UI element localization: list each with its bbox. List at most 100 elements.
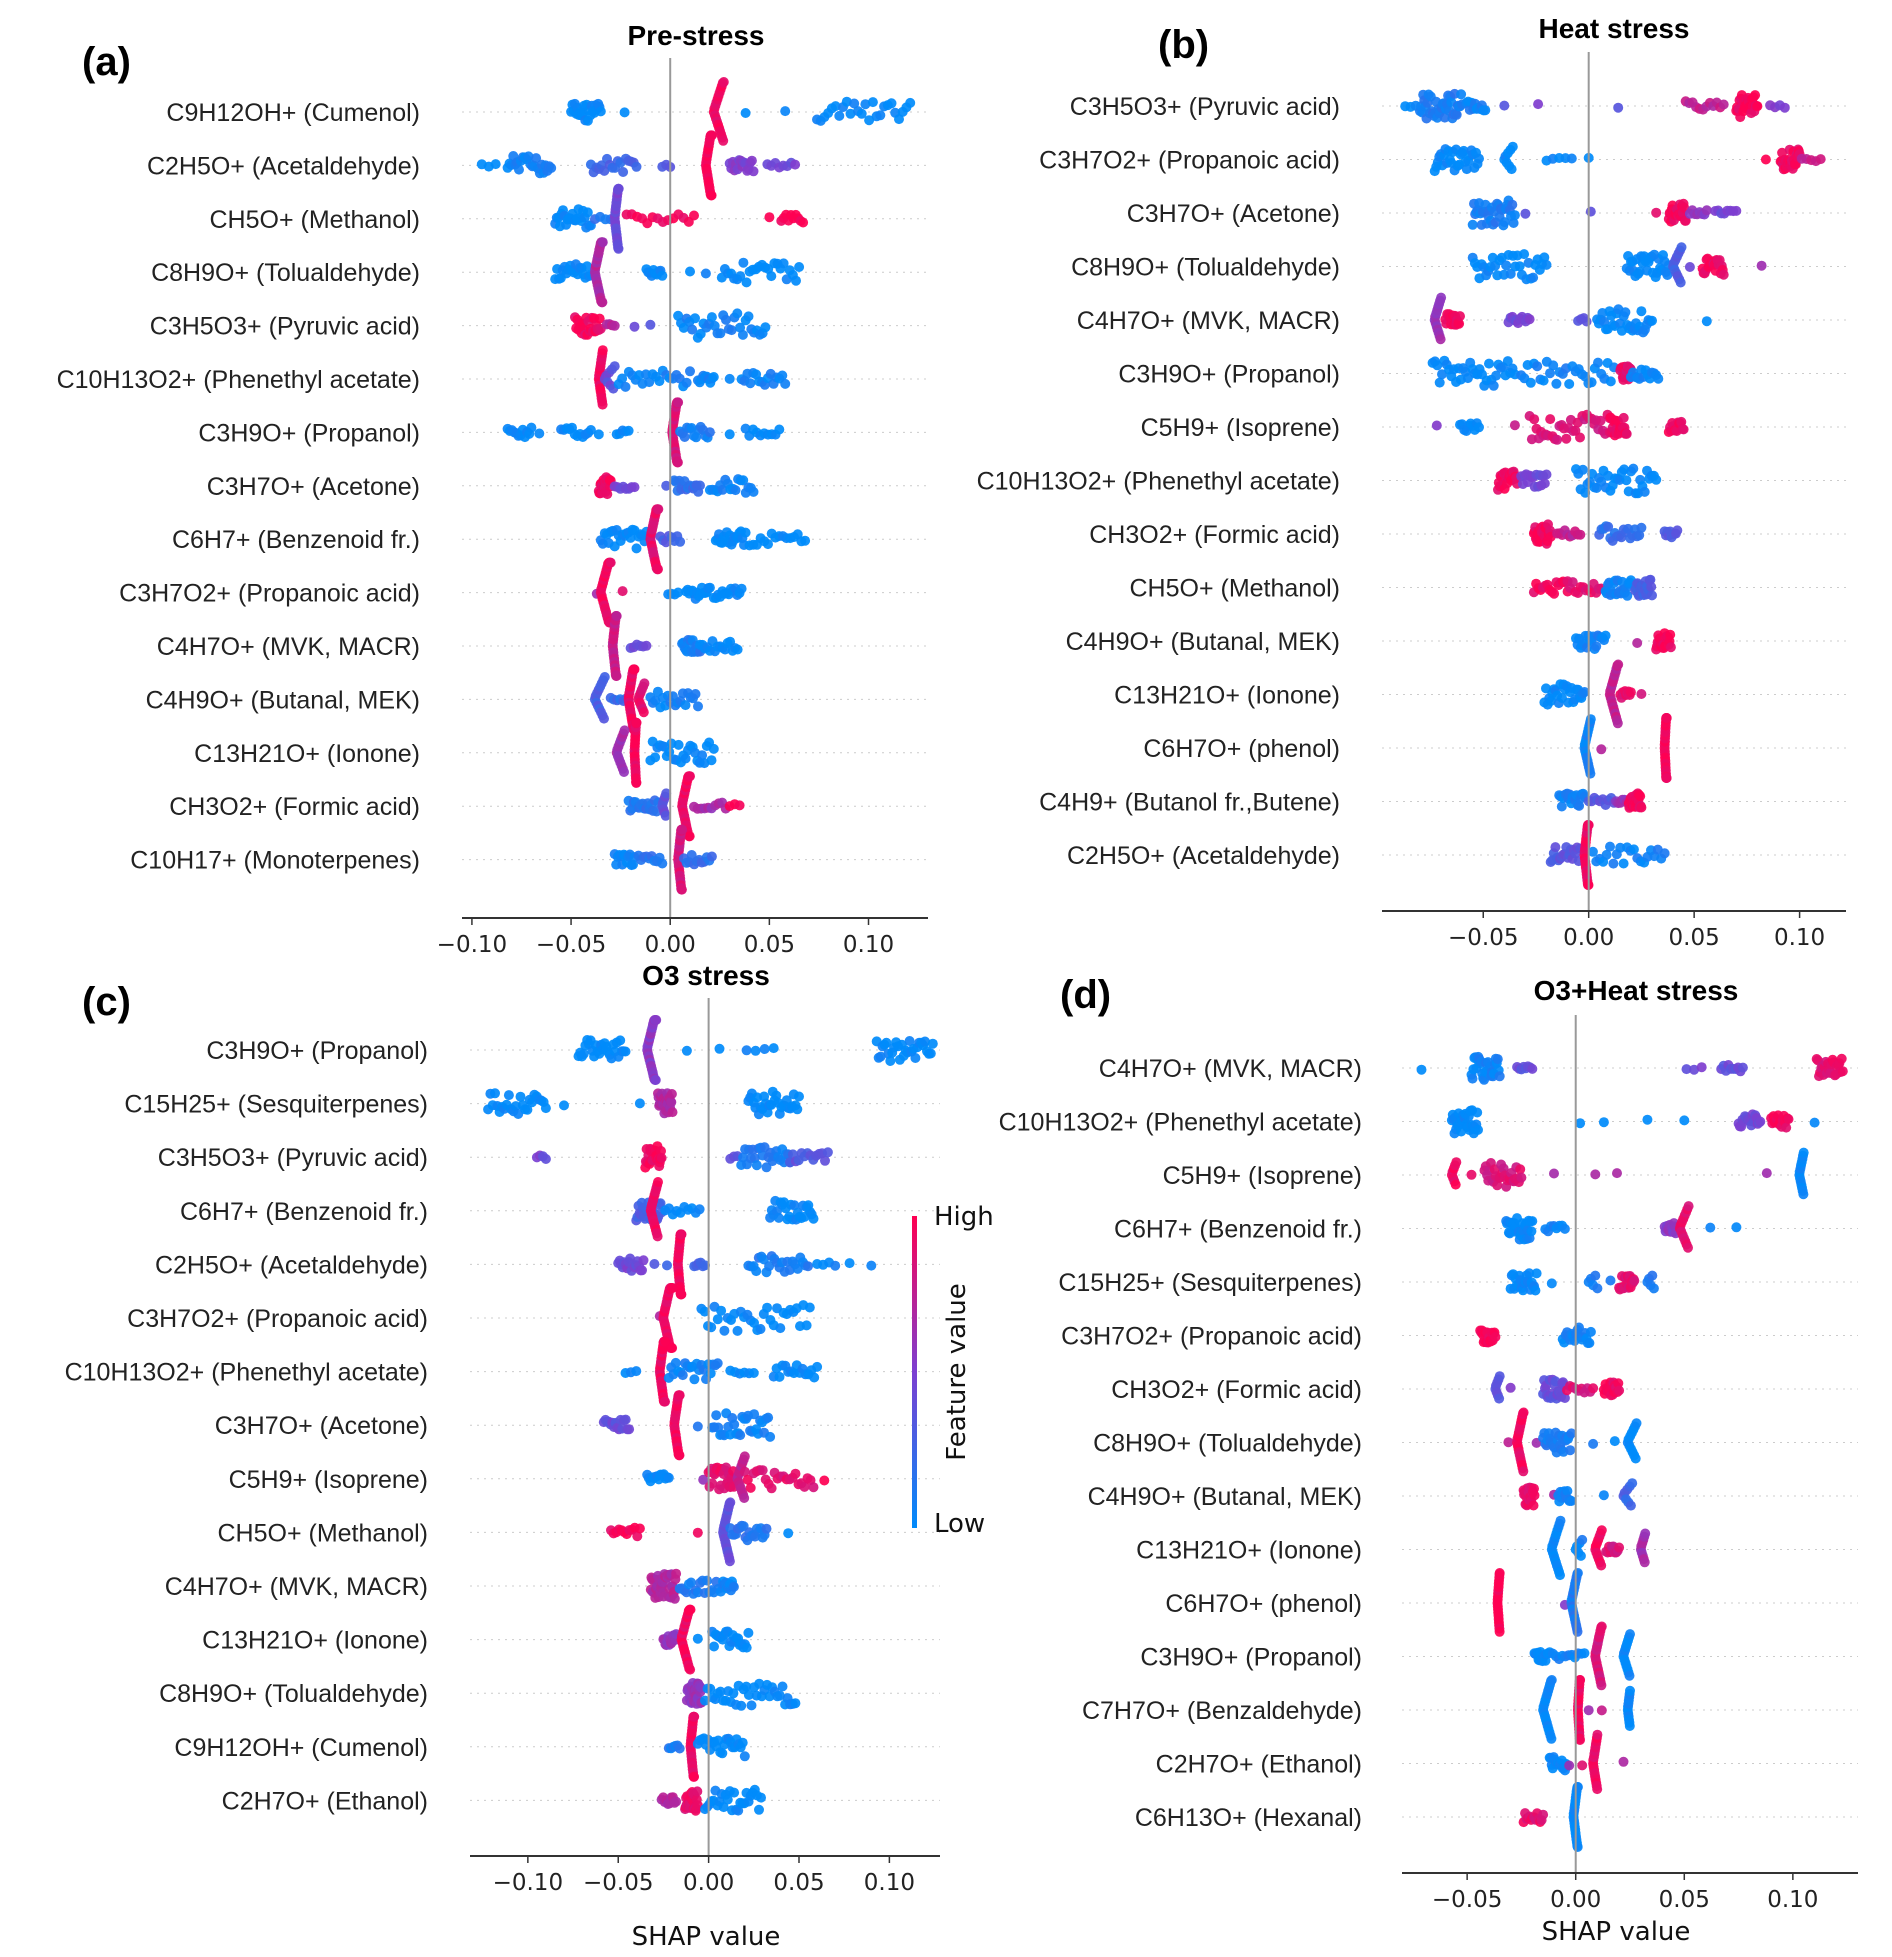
data-point bbox=[866, 1260, 877, 1271]
data-point bbox=[739, 1466, 750, 1477]
data-point bbox=[693, 701, 703, 712]
data-point bbox=[1613, 659, 1624, 670]
feature-row: C2H5O+ (Acetaldehyde) bbox=[1067, 820, 1846, 890]
data-point bbox=[763, 1412, 774, 1423]
data-point bbox=[546, 163, 557, 173]
data-point bbox=[685, 1604, 696, 1615]
data-point bbox=[690, 313, 700, 324]
feature-label: C9H12OH+ (Cumenol) bbox=[174, 1734, 428, 1762]
feature-label: CH5O+ (Methanol) bbox=[218, 1519, 429, 1547]
data-point bbox=[819, 1475, 830, 1486]
feature-row: C6H7+ (Benzenoid fr.) bbox=[172, 504, 928, 575]
data-point bbox=[1625, 1500, 1636, 1511]
data-point bbox=[1631, 1418, 1642, 1429]
data-point bbox=[1516, 1172, 1527, 1183]
feature-label: CH3O2+ (Formic acid) bbox=[1111, 1376, 1362, 1404]
feature-row: C4H9O+ (Butanal, MEK) bbox=[1066, 628, 1846, 656]
data-point bbox=[599, 713, 609, 724]
feature-label: C15H25+ (Sesquiterpenes) bbox=[1058, 1269, 1362, 1297]
data-point bbox=[1436, 292, 1447, 303]
data-point bbox=[617, 373, 628, 384]
data-point bbox=[1505, 268, 1516, 279]
data-point bbox=[1661, 773, 1672, 783]
data-point bbox=[708, 743, 719, 754]
data-point bbox=[790, 1698, 801, 1709]
data-point bbox=[1625, 687, 1636, 698]
data-point bbox=[670, 1357, 681, 1368]
data-point bbox=[628, 859, 638, 870]
data-point bbox=[845, 108, 856, 119]
data-point bbox=[1596, 1560, 1607, 1571]
data-point bbox=[645, 319, 656, 330]
feature-label: C4H9+ (Butanol fr.,Butene) bbox=[1039, 789, 1340, 817]
data-point bbox=[1541, 469, 1552, 480]
x-axis-b: −0.05 0.00 0.05 0.10 bbox=[1382, 52, 1846, 951]
feature-row: C4H9O+ (Butanal, MEK) bbox=[146, 664, 928, 735]
data-point bbox=[864, 115, 875, 126]
data-point bbox=[676, 884, 687, 895]
x-tick-label: 0.00 bbox=[1563, 925, 1614, 951]
feature-label: C3H5O3+ (Pyruvic acid) bbox=[158, 1144, 428, 1172]
data-point bbox=[738, 257, 749, 268]
panel-letter-b: (b) bbox=[1158, 23, 1209, 67]
data-point bbox=[1527, 1063, 1538, 1074]
data-point bbox=[1566, 153, 1577, 164]
data-point bbox=[1515, 1164, 1526, 1175]
data-point bbox=[1731, 205, 1742, 216]
data-point bbox=[1592, 1729, 1603, 1740]
data-point bbox=[667, 1343, 678, 1353]
data-point bbox=[777, 370, 788, 381]
feature-label: C15H25+ (Sesquiterpenes) bbox=[124, 1091, 428, 1119]
panel-c: (c) O3 stress C3H9O+ (Propanol) C15H25+ (… bbox=[65, 960, 940, 1952]
data-point bbox=[1640, 1528, 1651, 1539]
feature-label: C3H7O2+ (Propanoic acid) bbox=[1039, 147, 1340, 175]
data-point bbox=[764, 212, 775, 223]
feature-points bbox=[483, 1086, 804, 1120]
x-tick-label: −0.05 bbox=[536, 932, 606, 958]
data-point bbox=[617, 586, 628, 597]
feature-points bbox=[1528, 519, 1683, 549]
x-tick-label: 0.00 bbox=[645, 932, 696, 958]
feature-points bbox=[1467, 242, 1767, 288]
data-point bbox=[700, 268, 711, 279]
feature-points bbox=[1501, 1201, 1742, 1253]
feature-row: C3H7O2+ (Propanoic acid) bbox=[127, 1283, 940, 1353]
data-point bbox=[1588, 1438, 1599, 1449]
x-tick-label: 0.00 bbox=[1550, 1887, 1601, 1913]
feature-label: C6H7O+ (phenol) bbox=[1143, 735, 1340, 763]
data-point bbox=[716, 1305, 727, 1316]
data-point bbox=[644, 377, 655, 388]
feature-row: CH3O2+ (Formic acid) bbox=[1089, 519, 1846, 549]
feature-label: C10H17+ (Monoterpenes) bbox=[130, 847, 420, 875]
feature-row: C7H7O+ (Benzaldehyde) bbox=[1082, 1675, 1858, 1745]
data-point bbox=[1575, 1735, 1585, 1745]
data-point bbox=[632, 1531, 643, 1542]
data-point bbox=[671, 1568, 682, 1579]
feature-row: C8H9O+ (Tolualdehyde) bbox=[159, 1678, 940, 1711]
data-point bbox=[748, 1368, 759, 1378]
data-point bbox=[1585, 206, 1596, 217]
feature-label: C6H7+ (Benzenoid fr.) bbox=[172, 526, 420, 554]
data-point bbox=[1761, 1168, 1772, 1179]
data-point bbox=[1528, 1500, 1539, 1511]
data-point bbox=[1432, 360, 1443, 371]
feature-label: C10H13O2+ (Phenethyl acetate) bbox=[57, 366, 420, 394]
data-point bbox=[685, 266, 695, 277]
data-point bbox=[540, 1103, 551, 1114]
feature-label: C3H9O+ (Propanol) bbox=[206, 1037, 428, 1065]
data-point bbox=[834, 110, 845, 121]
data-point bbox=[1505, 1382, 1516, 1393]
data-point bbox=[1526, 1226, 1537, 1237]
feature-row: CH3O2+ (Formic acid) bbox=[169, 771, 928, 842]
data-point bbox=[699, 1306, 710, 1317]
data-point bbox=[1755, 1116, 1766, 1127]
data-point bbox=[1632, 638, 1643, 648]
feature-row: C2H7O+ (Ethanol) bbox=[1156, 1729, 1858, 1795]
feature-points bbox=[609, 824, 717, 895]
data-point bbox=[1621, 428, 1632, 439]
data-point bbox=[780, 106, 791, 117]
data-point bbox=[1625, 1629, 1635, 1640]
data-point bbox=[681, 1045, 692, 1056]
data-point bbox=[1518, 1466, 1529, 1477]
data-point bbox=[1434, 377, 1445, 388]
